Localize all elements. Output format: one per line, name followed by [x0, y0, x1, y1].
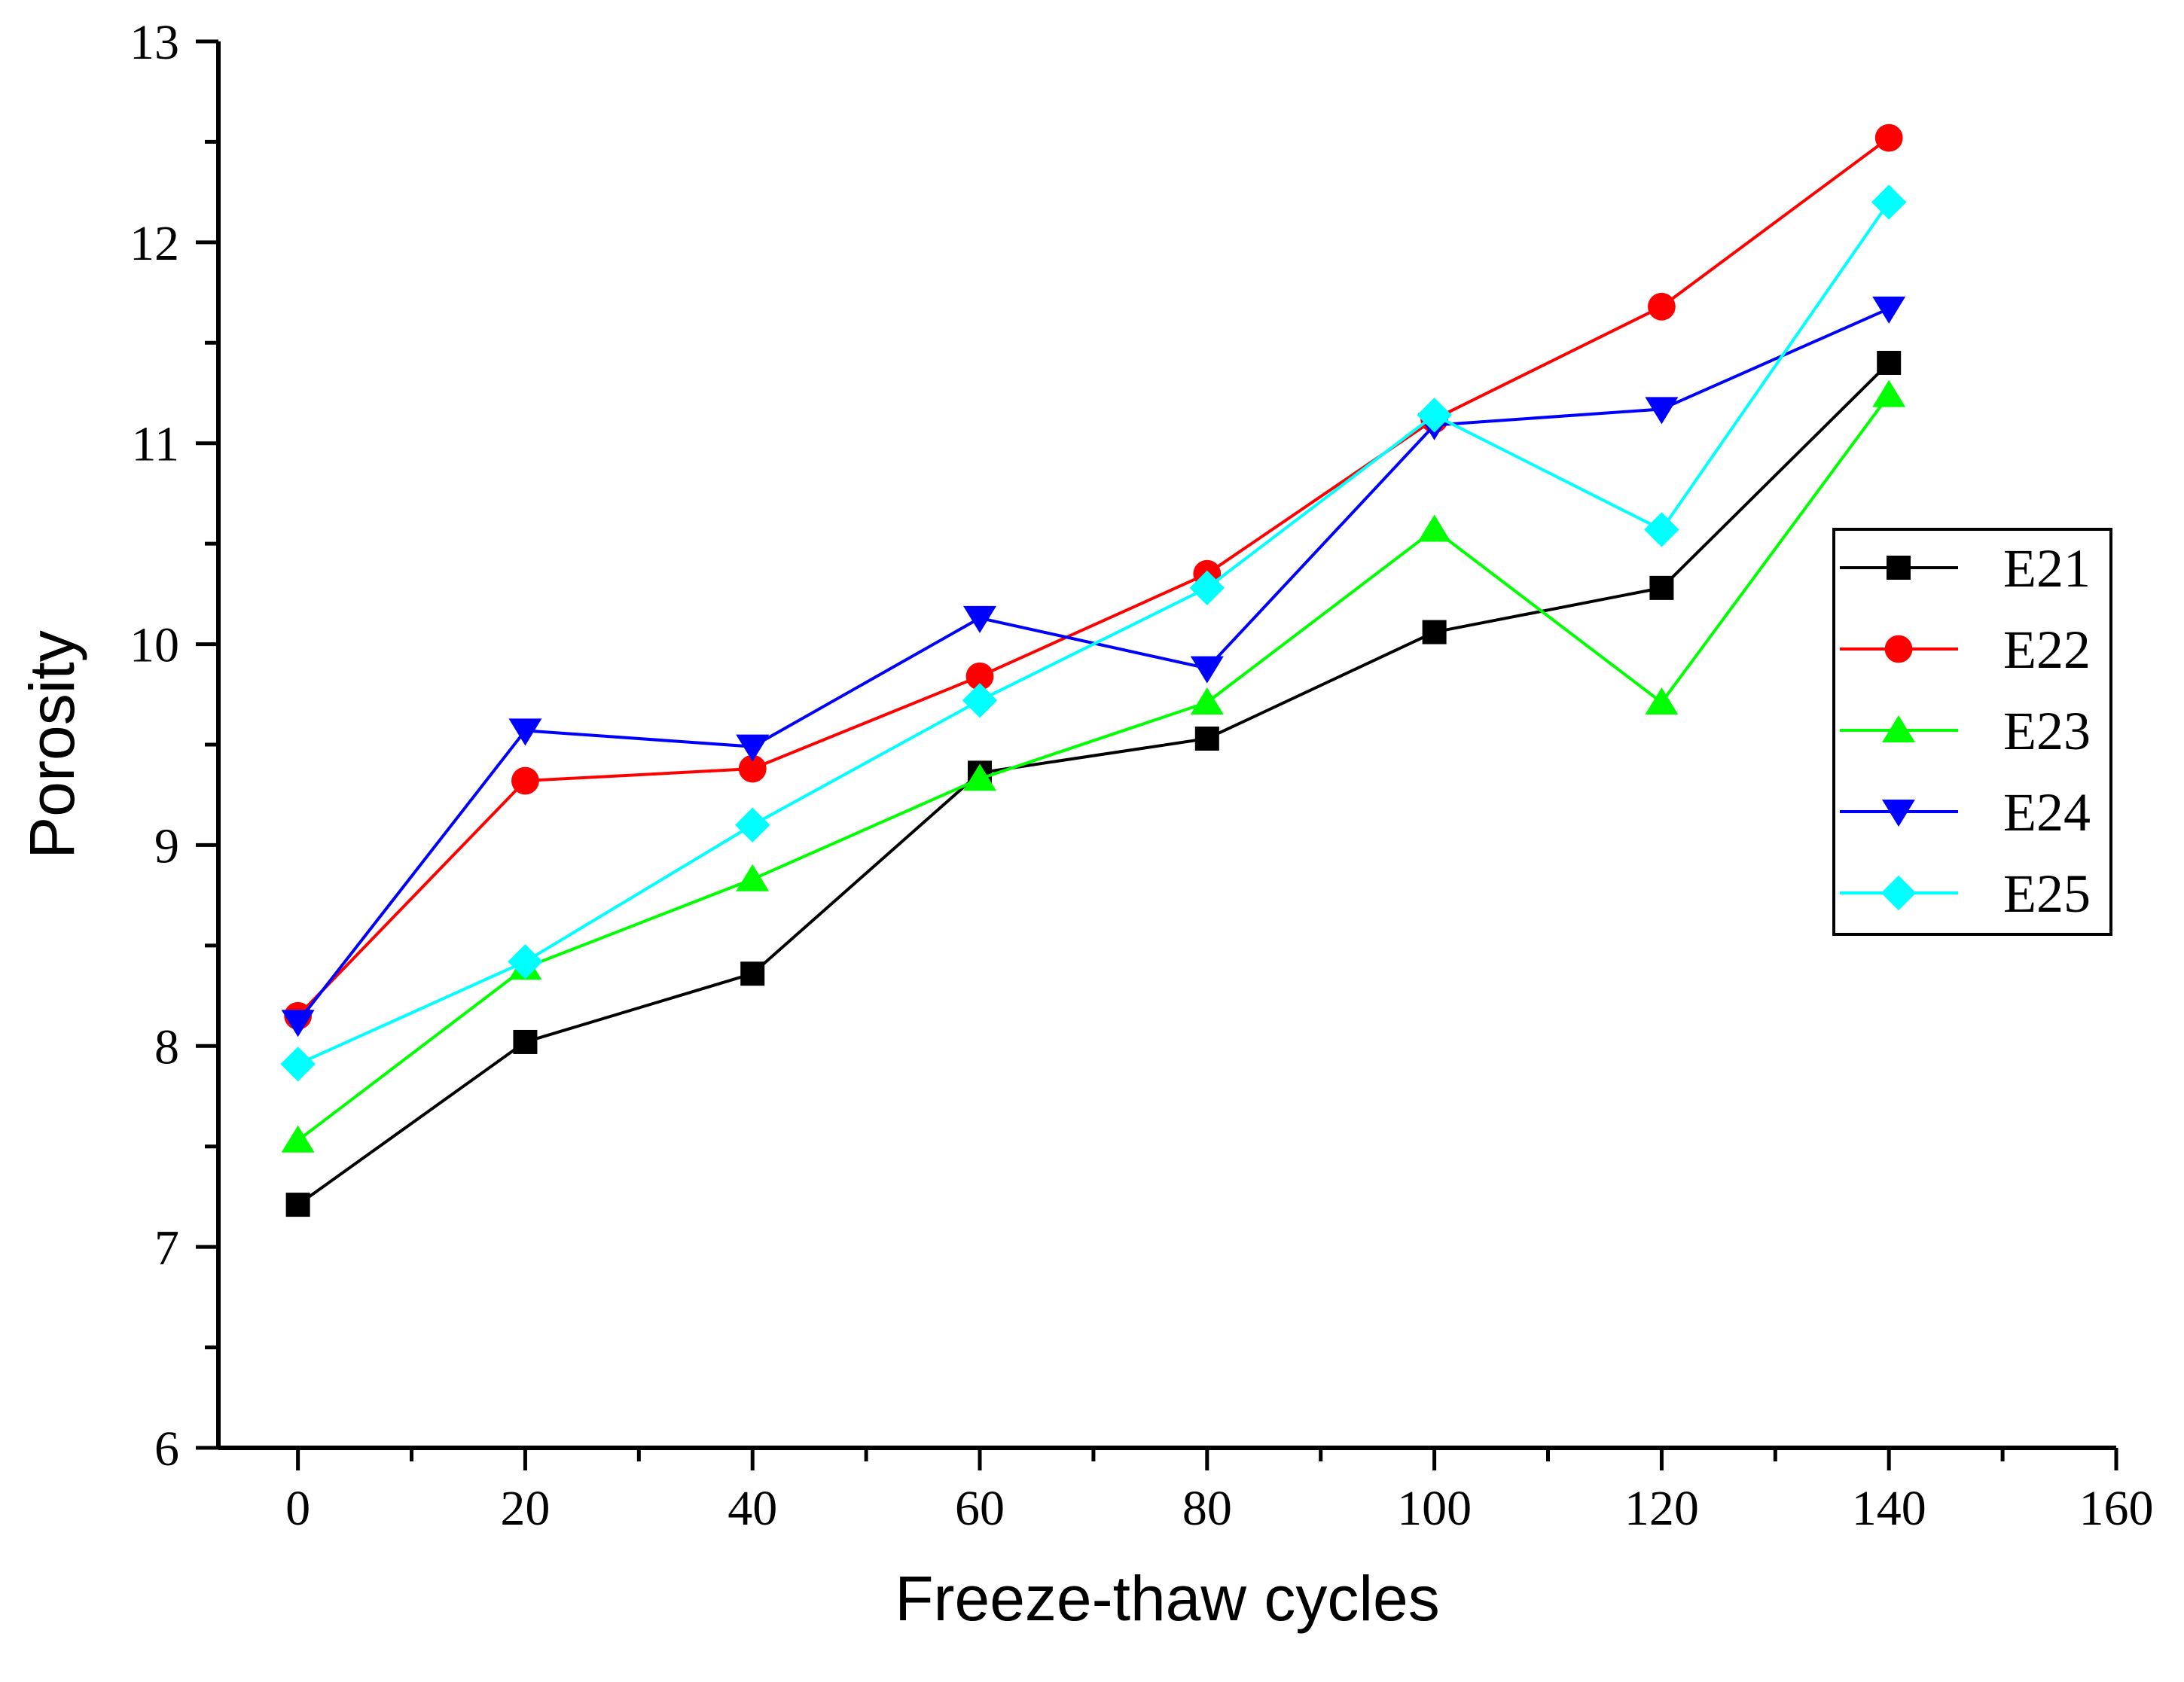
- data-point: [1645, 687, 1679, 715]
- data-point: [736, 864, 770, 891]
- data-point: [963, 763, 997, 791]
- x-tick-label: 20: [500, 1481, 550, 1536]
- data-point: [738, 754, 767, 783]
- legend-marker: [1887, 556, 1911, 580]
- series-line: [297, 361, 1890, 1206]
- y-tick-label: 10: [130, 618, 179, 673]
- x-tick-label: 40: [727, 1481, 777, 1536]
- data-point: [1871, 184, 1907, 220]
- x-tick-label: 120: [1624, 1481, 1699, 1536]
- data-point: [740, 961, 765, 986]
- data-point: [1872, 296, 1906, 324]
- legend-label: E24: [2003, 782, 2091, 843]
- x-tick-label: 140: [1852, 1481, 1926, 1536]
- data-point: [511, 766, 539, 795]
- data-point: [963, 605, 997, 633]
- data-point: [1189, 570, 1225, 606]
- series-line: [297, 136, 1890, 1017]
- legend-marker: [1884, 635, 1913, 663]
- data-point: [1648, 292, 1676, 321]
- data-point: [1644, 512, 1679, 547]
- legend-item-E22: E22: [1840, 620, 2091, 680]
- series-E24: [281, 296, 1906, 1038]
- data-point: [281, 1010, 315, 1038]
- series-line: [297, 394, 1890, 1142]
- x-tick-label: 60: [955, 1481, 1005, 1536]
- data-point: [736, 734, 770, 762]
- data-point: [1874, 123, 1903, 152]
- legend-label: E25: [2003, 864, 2091, 924]
- series-line: [297, 307, 1890, 1023]
- data-point: [1422, 620, 1447, 644]
- data-point: [285, 1193, 310, 1217]
- legend-marker: [1882, 715, 1915, 742]
- legend-marker: [1882, 800, 1915, 827]
- legend-label: E22: [2003, 620, 2091, 680]
- series-E25: [280, 184, 1907, 1082]
- legend-label: E23: [2003, 701, 2091, 761]
- data-point: [1190, 687, 1224, 715]
- legend-item-E23: E23: [1840, 701, 2091, 761]
- data-point: [1872, 379, 1906, 407]
- legend-item-E24: E24: [1840, 782, 2091, 843]
- legend-item-E21: E21: [1840, 538, 2091, 599]
- data-point: [1417, 398, 1452, 433]
- x-tick-label: 100: [1397, 1481, 1472, 1536]
- series-E23: [281, 379, 1906, 1153]
- y-tick-label: 7: [154, 1220, 179, 1275]
- data-point: [965, 662, 994, 690]
- ticks: 0 20 40 60 80 100 120 140 160 6 7 8 9 10 11 12 13: [130, 15, 2154, 1536]
- y-tick-label: 11: [131, 417, 179, 472]
- data-point: [1190, 656, 1224, 684]
- x-tick-label: 0: [285, 1481, 310, 1536]
- data-point: [735, 807, 770, 843]
- legend-marker: [1880, 875, 1917, 911]
- y-tick-label: 6: [154, 1421, 179, 1476]
- data-point: [962, 683, 998, 718]
- y-tick-label: 12: [130, 216, 179, 271]
- y-tick-label: 9: [154, 818, 179, 873]
- data-point: [1194, 726, 1219, 751]
- y-axis-title: Porosity: [17, 630, 87, 858]
- data-point: [1417, 514, 1451, 542]
- legend: E21 E22 E23 E24 E25: [1832, 528, 2112, 936]
- x-tick-label: 160: [2079, 1481, 2154, 1536]
- series-line: [297, 201, 1890, 1066]
- y-tick-label: 8: [154, 1019, 179, 1074]
- x-tick-label: 80: [1182, 1481, 1232, 1536]
- plot-marks: [280, 123, 1907, 1217]
- legend-item-E25: E25: [1840, 864, 2091, 924]
- data-point: [281, 1125, 315, 1153]
- data-point: [508, 718, 542, 746]
- y-tick-label: 13: [130, 15, 179, 70]
- data-point: [513, 1029, 538, 1054]
- data-point: [508, 944, 543, 980]
- data-point: [1649, 575, 1674, 600]
- data-point: [280, 1047, 316, 1082]
- legend-label: E21: [2003, 538, 2091, 599]
- data-point: [1645, 397, 1679, 425]
- x-axis-title: Freeze-thaw cycles: [895, 1563, 1440, 1634]
- data-point: [1877, 350, 1902, 375]
